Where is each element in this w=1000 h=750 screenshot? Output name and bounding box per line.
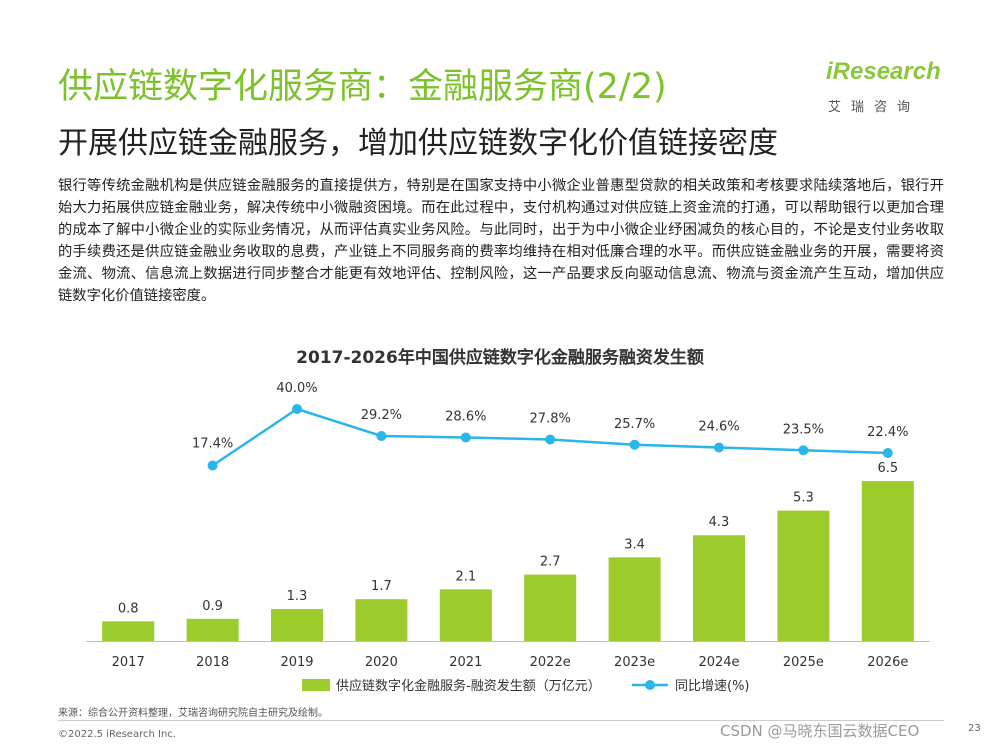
legend-bar-label: 供应链数字化金融服务-融资发生额（万亿元） xyxy=(336,678,601,694)
x-tick-2023e: 2023e xyxy=(614,655,655,670)
bar-2025e xyxy=(777,510,830,641)
bar-2018 xyxy=(186,618,239,641)
csdn-watermark: CSDN @马晓东国云数据CEO xyxy=(720,722,920,740)
copyright: ©2022.5 iResearch Inc. xyxy=(58,729,176,740)
growth-label-2019: 40.0% xyxy=(276,381,317,396)
page-subtitle: 开展供应链金融服务，增加供应链数字化价值链接密度 xyxy=(58,126,778,161)
bar-2021 xyxy=(439,589,492,641)
bar-label-2018: 0.9 xyxy=(202,599,223,614)
legend-line-label: 同比增速(%) xyxy=(675,679,750,694)
growth-label-2020: 29.2% xyxy=(361,408,402,423)
x-tick-2021: 2021 xyxy=(449,655,482,670)
growth-point-2019 xyxy=(292,404,302,414)
bar-2026e xyxy=(861,481,914,641)
iresearch-logo: iResearch 艾瑞咨询 xyxy=(826,58,956,118)
bar-2022e xyxy=(524,574,577,641)
logo-chinese-name: 艾瑞咨询 xyxy=(828,100,921,115)
bar-label-2017: 0.8 xyxy=(118,601,139,616)
bar-label-2022e: 2.7 xyxy=(540,555,561,570)
bar-label-2023e: 3.4 xyxy=(624,537,645,552)
bar-label-2020: 1.7 xyxy=(371,579,392,594)
bar-label-2019: 1.3 xyxy=(287,589,308,604)
bar-label-2025e: 5.3 xyxy=(793,491,814,506)
page-number: 23 xyxy=(968,723,981,734)
x-tick-2022e: 2022e xyxy=(530,655,571,670)
growth-label-2022e: 27.8% xyxy=(530,412,571,427)
x-tick-2025e: 2025e xyxy=(783,655,824,670)
bar-2024e xyxy=(693,535,745,641)
bar-label-2026e: 6.5 xyxy=(877,461,898,476)
growth-point-2020 xyxy=(376,431,387,441)
body-paragraph: 银行等传统金融机构是供应链金融服务的直接提供方，特别是在国家支持中小微企业普惠型… xyxy=(58,178,944,304)
growth-label-2021: 28.6% xyxy=(445,410,486,425)
legend-line-marker xyxy=(645,680,655,690)
growth-point-2023e xyxy=(629,439,640,450)
bar-2023e xyxy=(608,557,661,641)
growth-point-2025e xyxy=(798,445,809,456)
growth-label-2023e: 25.7% xyxy=(614,417,655,432)
growth-label-2025e: 23.5% xyxy=(783,422,824,437)
bar-label-2024e: 4.3 xyxy=(709,515,730,530)
logo-wordmark: iResearch xyxy=(826,58,941,85)
page-title: 供应链数字化服务商：金融服务商(2/2) xyxy=(58,67,667,107)
growth-point-2022e xyxy=(545,434,556,445)
source-note: 来源：综合公开资料整理，艾瑞咨询研究院自主研究及绘制。 xyxy=(58,708,328,719)
bar-2017 xyxy=(102,621,155,641)
chart-title: 2017-2026年中国供应链数字化金融服务融资发生额 xyxy=(296,348,704,368)
growth-point-2021 xyxy=(460,432,471,443)
growth-label-2026e: 22.4% xyxy=(867,425,908,440)
x-tick-2019: 2019 xyxy=(280,655,313,670)
growth-label-2018: 17.4% xyxy=(192,437,233,452)
bar-label-2021: 2.1 xyxy=(455,569,476,584)
x-tick-2026e: 2026e xyxy=(867,655,908,670)
x-tick-2020: 2020 xyxy=(365,655,398,670)
bar-2020 xyxy=(355,599,408,641)
bar-2019 xyxy=(271,609,323,641)
x-tick-2018: 2018 xyxy=(196,655,229,670)
growth-point-2018 xyxy=(207,460,218,471)
x-tick-2024e: 2024e xyxy=(698,655,739,670)
footer-divider xyxy=(58,720,944,721)
growth-label-2024e: 24.6% xyxy=(698,420,739,435)
growth-point-2024e xyxy=(714,442,724,453)
x-tick-2017: 2017 xyxy=(112,655,145,670)
legend-bar-swatch xyxy=(302,679,330,691)
growth-point-2026e xyxy=(882,448,893,458)
